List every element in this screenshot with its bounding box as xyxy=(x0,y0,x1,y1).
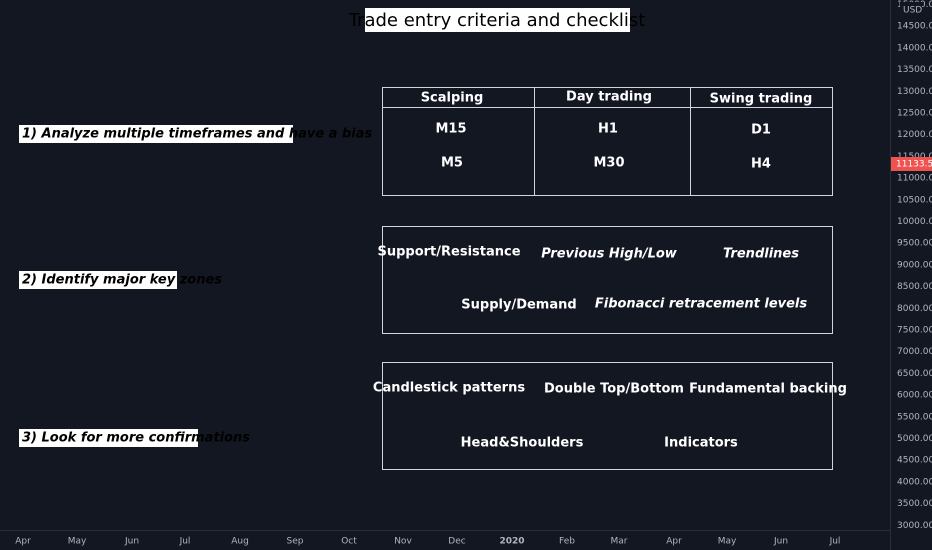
confirmation: Fundamental backing xyxy=(689,382,847,397)
price-tick-label: 8000.00 xyxy=(897,304,932,314)
title-box xyxy=(365,8,630,32)
price-tick-label: 4000.00 xyxy=(897,477,932,487)
key-zones-box xyxy=(382,226,833,334)
title: Trade entry criteria and checklist xyxy=(348,10,646,31)
key-zone: Trendlines xyxy=(723,247,799,262)
price-tick-label: 11500.00 xyxy=(897,152,932,162)
table-header: Swing trading xyxy=(710,92,813,107)
time-tick-label: Dec xyxy=(448,537,465,547)
price-tick-label: 5000.00 xyxy=(897,434,932,444)
table-cell: M5 xyxy=(441,156,463,171)
time-tick-label: Nov xyxy=(394,537,412,547)
last-price-bg xyxy=(891,157,932,171)
last-price: 11133.56 xyxy=(896,160,932,170)
time-tick-label: Jul xyxy=(179,537,191,547)
time-tick-label: Sep xyxy=(287,537,304,547)
price-tick-label: 14000.00 xyxy=(897,43,932,53)
price-tick-label: 12000.00 xyxy=(897,130,932,140)
price-tick-label: 10500.00 xyxy=(897,195,932,205)
price-tick-label: 6500.00 xyxy=(897,369,932,379)
step-box xyxy=(19,125,293,143)
price-tick-label: 8500.00 xyxy=(897,282,932,292)
price-tick-label: 11000.00 xyxy=(897,174,932,184)
time-tick-label: Jun xyxy=(773,537,788,547)
time-tick-label: Oct xyxy=(341,537,357,547)
price-tick-label: 9500.00 xyxy=(897,239,932,249)
time-tick-label: May xyxy=(68,537,87,547)
table-header: Scalping xyxy=(421,91,484,106)
key-zone: Support/Resistance xyxy=(377,245,520,260)
confirmation: Indicators xyxy=(664,436,738,451)
price-tick-label: 13000.00 xyxy=(897,87,932,97)
price-tick-label: 9000.00 xyxy=(897,260,932,270)
key-zone: Supply/Demand xyxy=(461,298,576,313)
price-tick-label: 10000.00 xyxy=(897,217,932,227)
table-header: Day trading xyxy=(566,90,652,105)
step-box xyxy=(19,429,198,447)
key-zone: Previous High/Low xyxy=(541,247,678,262)
price-tick-label: 5500.00 xyxy=(897,412,932,422)
price-tick-label: 3500.00 xyxy=(897,499,932,509)
confirmation: Head&Shoulders xyxy=(461,436,584,451)
step-box xyxy=(19,271,177,289)
price-tick-label: 7000.00 xyxy=(897,347,932,357)
time-tick-label: Apr xyxy=(15,537,31,547)
step: 2) Identify major key zones xyxy=(22,273,222,288)
price-tick-label: 12500.00 xyxy=(897,109,932,119)
price-tick-label: 7500.00 xyxy=(897,326,932,336)
price-tick-label: 14500.00 xyxy=(897,22,932,32)
price-tick-label: 13500.00 xyxy=(897,65,932,75)
key-zone: Fibonacci retracement levels xyxy=(595,297,808,312)
table-cell: M15 xyxy=(435,122,466,137)
table-cell: D1 xyxy=(751,123,771,138)
price-unit: USD xyxy=(903,6,922,16)
timeframe-table xyxy=(382,87,833,196)
table-cell: H4 xyxy=(751,157,771,172)
table-cell: M30 xyxy=(593,156,624,171)
time-tick-label: Aug xyxy=(231,537,249,547)
step: 1) Analyze multiple timeframes and have … xyxy=(22,127,373,142)
table-cell: H1 xyxy=(598,122,618,137)
step: 3) Look for more confirmations xyxy=(22,431,250,446)
time-tick-label: Jun xyxy=(124,537,139,547)
time-tick-label: 2020 xyxy=(499,537,524,547)
price-tick-label: 3000.00 xyxy=(897,521,932,531)
time-tick-label: Mar xyxy=(611,537,628,547)
price-tick-label: 4500.00 xyxy=(897,456,932,466)
time-tick-label: Jul xyxy=(829,537,841,547)
time-tick-label: Feb xyxy=(559,537,575,547)
unit-bg xyxy=(900,2,922,16)
price-tick-label: 6000.00 xyxy=(897,391,932,401)
confirmation: Double Top/Bottom xyxy=(544,382,684,397)
time-tick-label: May xyxy=(718,537,737,547)
time-tick-label: Apr xyxy=(666,537,682,547)
confirmation: Candlestick patterns xyxy=(373,381,525,396)
confirmations-box xyxy=(382,362,833,470)
